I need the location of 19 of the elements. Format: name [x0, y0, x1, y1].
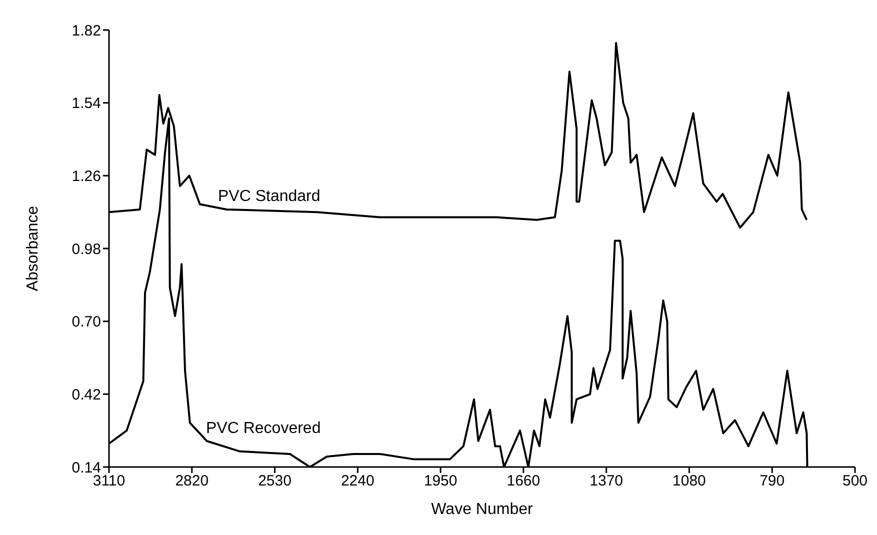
x-tick-label: 1950 [424, 472, 458, 490]
x-tick-label: 2530 [258, 472, 292, 490]
x-tick-label: 1660 [506, 472, 540, 490]
y-tick-label: 1.54 [72, 95, 101, 112]
y-tick-label: 1.82 [72, 22, 101, 40]
y-axis-title: Absorbance [24, 206, 42, 292]
x-tick-label: 2240 [340, 472, 374, 490]
y-tick-label: 1.26 [72, 168, 101, 185]
x-tick-label: 1370 [590, 472, 624, 490]
x-tick-label: 500 [842, 472, 868, 490]
y-tick-label: 0.98 [72, 240, 101, 258]
series-label: PVC Recovered [206, 420, 321, 437]
x-axis-title: Wave Number [431, 501, 534, 518]
x-tick-label: 790 [760, 472, 785, 490]
series-label: PVC Standard [218, 188, 320, 205]
y-tick-label: 0.70 [72, 314, 101, 331]
y-tick-label: 0.42 [72, 386, 101, 404]
x-tick-label: 2820 [175, 472, 209, 490]
x-tick-label: 1080 [672, 472, 706, 490]
